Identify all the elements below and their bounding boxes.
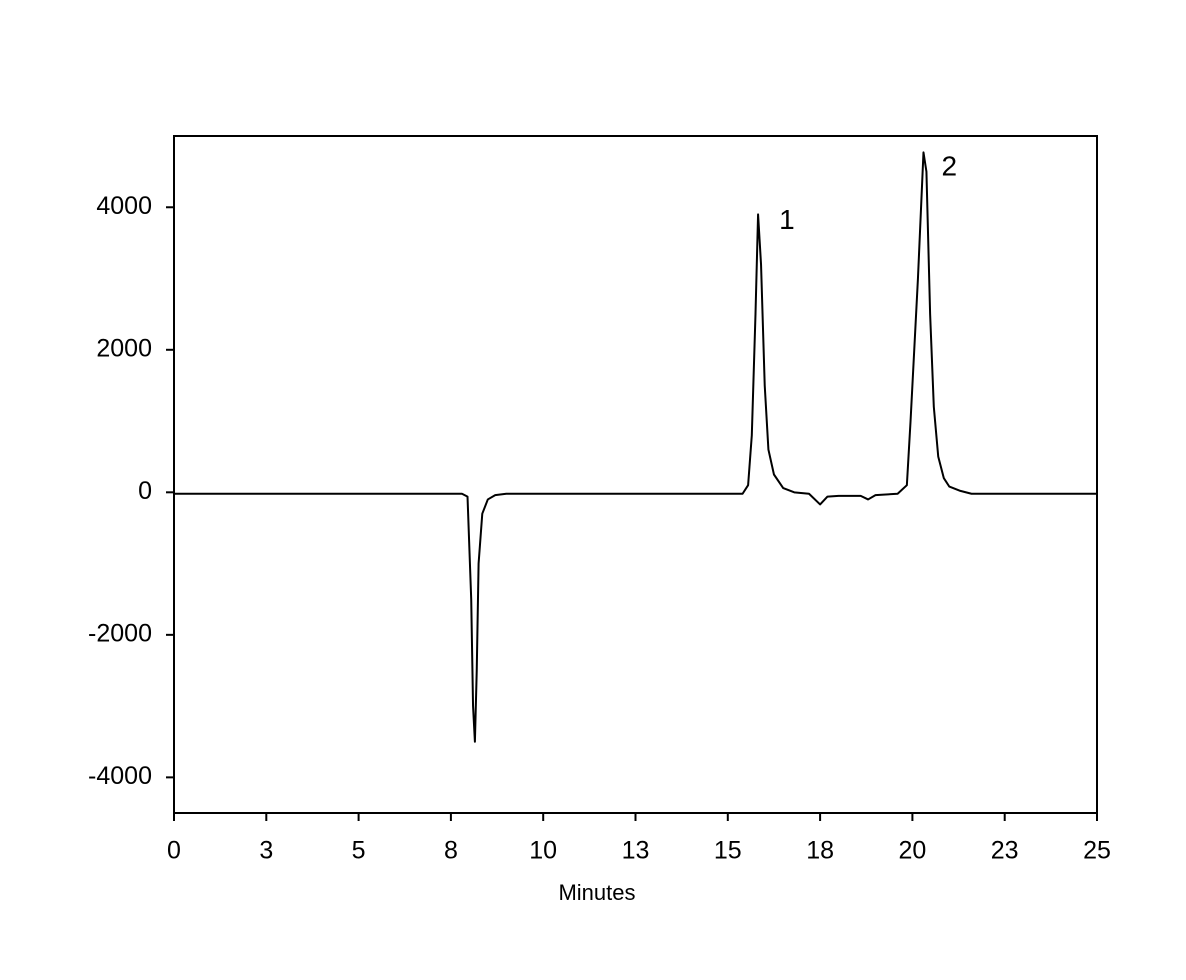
x-tick-label: 20	[898, 837, 926, 865]
plot-frame	[173, 135, 1098, 814]
x-axis-label: Minutes	[558, 880, 635, 905]
x-tick-label: 23	[991, 837, 1019, 865]
peak-label: 2	[942, 150, 958, 181]
x-tick-label: 3	[259, 837, 273, 865]
peak-label: 1	[779, 204, 795, 235]
x-tick-label: 13	[622, 837, 650, 865]
x-tick-label: 15	[714, 837, 742, 865]
y-tick-label: -2000	[88, 619, 152, 647]
y-tick-label: 0	[138, 477, 152, 505]
y-tick-label: -4000	[88, 762, 152, 790]
x-tick-label: 10	[529, 837, 557, 865]
x-tick-label: 5	[352, 837, 366, 865]
x-tick-label: 8	[444, 837, 458, 865]
data-line	[174, 151, 1097, 743]
y-tick-label: 4000	[96, 192, 152, 220]
x-tick-label: 18	[806, 837, 834, 865]
x-tick-label: 0	[167, 837, 181, 865]
x-tick-label: 25	[1083, 837, 1111, 865]
y-tick-label: 2000	[96, 334, 152, 362]
